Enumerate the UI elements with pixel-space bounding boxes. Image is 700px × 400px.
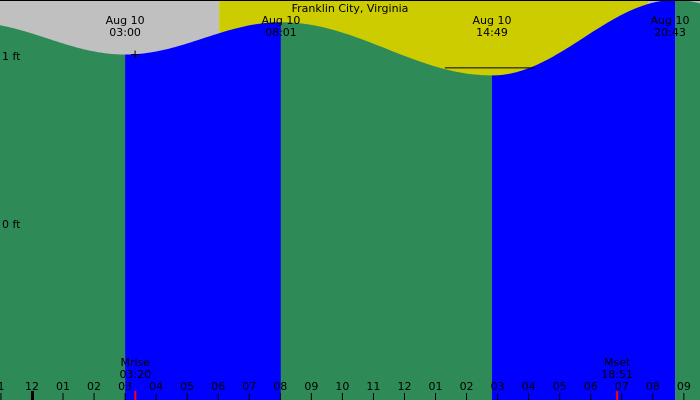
rising-tide-area <box>492 0 676 400</box>
falling-tide-area <box>675 0 700 400</box>
x-tick-label: 12 <box>397 380 411 393</box>
x-tick-label: 03 <box>118 380 132 393</box>
tide-event-time: 14:49 <box>476 26 508 39</box>
chart-title: Franklin City, Virginia <box>292 2 409 15</box>
moon-event-label: Mrise <box>121 356 151 369</box>
tide-event-date: Aug 10 <box>473 14 512 27</box>
x-tick-label: 08 <box>646 380 660 393</box>
moon-event-time: 03:20 <box>119 368 151 381</box>
moon-event-label: Mset <box>604 356 631 369</box>
x-tick-label: 05 <box>180 380 194 393</box>
x-tick-label: 07 <box>615 380 629 393</box>
x-tick-label: 10 <box>335 380 349 393</box>
x-tick-label: 07 <box>242 380 256 393</box>
x-tick-label: 11 <box>366 380 380 393</box>
tide-event-time: 08:01 <box>265 26 297 39</box>
x-tick-label: 04 <box>149 380 163 393</box>
falling-tide-area <box>0 25 126 400</box>
x-tick-label: 09 <box>304 380 318 393</box>
x-tick-label: 06 <box>584 380 598 393</box>
y-tick-label: 0 ft <box>2 218 21 231</box>
x-tick-label: 1 <box>0 380 4 393</box>
reference-lines <box>0 0 700 69</box>
x-tick-label: 03 <box>491 380 505 393</box>
tide-event-time: 20:43 <box>654 26 686 39</box>
x-tick-label: 01 <box>429 380 443 393</box>
x-tick-label: 01 <box>56 380 70 393</box>
x-tick-label: 05 <box>553 380 567 393</box>
tide-event-time: 03:00 <box>109 26 141 39</box>
x-axis: 1 12 01 02 03 04 05 06 07 08 09 10 11 12 01 02 03 04 05 06 0… <box>0 380 691 400</box>
tide-event-date: Aug 10 <box>261 14 300 27</box>
falling-tide-area <box>280 22 492 400</box>
tide-event-date: Aug 10 <box>651 14 690 27</box>
x-tick-label: 12 <box>25 380 39 393</box>
rising-tide-area <box>125 22 281 400</box>
x-tick-label: 09 <box>677 380 691 393</box>
x-tick-label: 08 <box>273 380 287 393</box>
tide-event-date: Aug 10 <box>106 14 145 27</box>
moon-event-time: 18:51 <box>601 368 633 381</box>
x-tick-label: 04 <box>522 380 536 393</box>
x-tick-label: 02 <box>87 380 101 393</box>
x-tick-label: 02 <box>460 380 474 393</box>
y-tick-label: 1 ft <box>2 50 21 63</box>
x-tick-label: 06 <box>211 380 225 393</box>
day-boundary-marker <box>30 391 34 400</box>
